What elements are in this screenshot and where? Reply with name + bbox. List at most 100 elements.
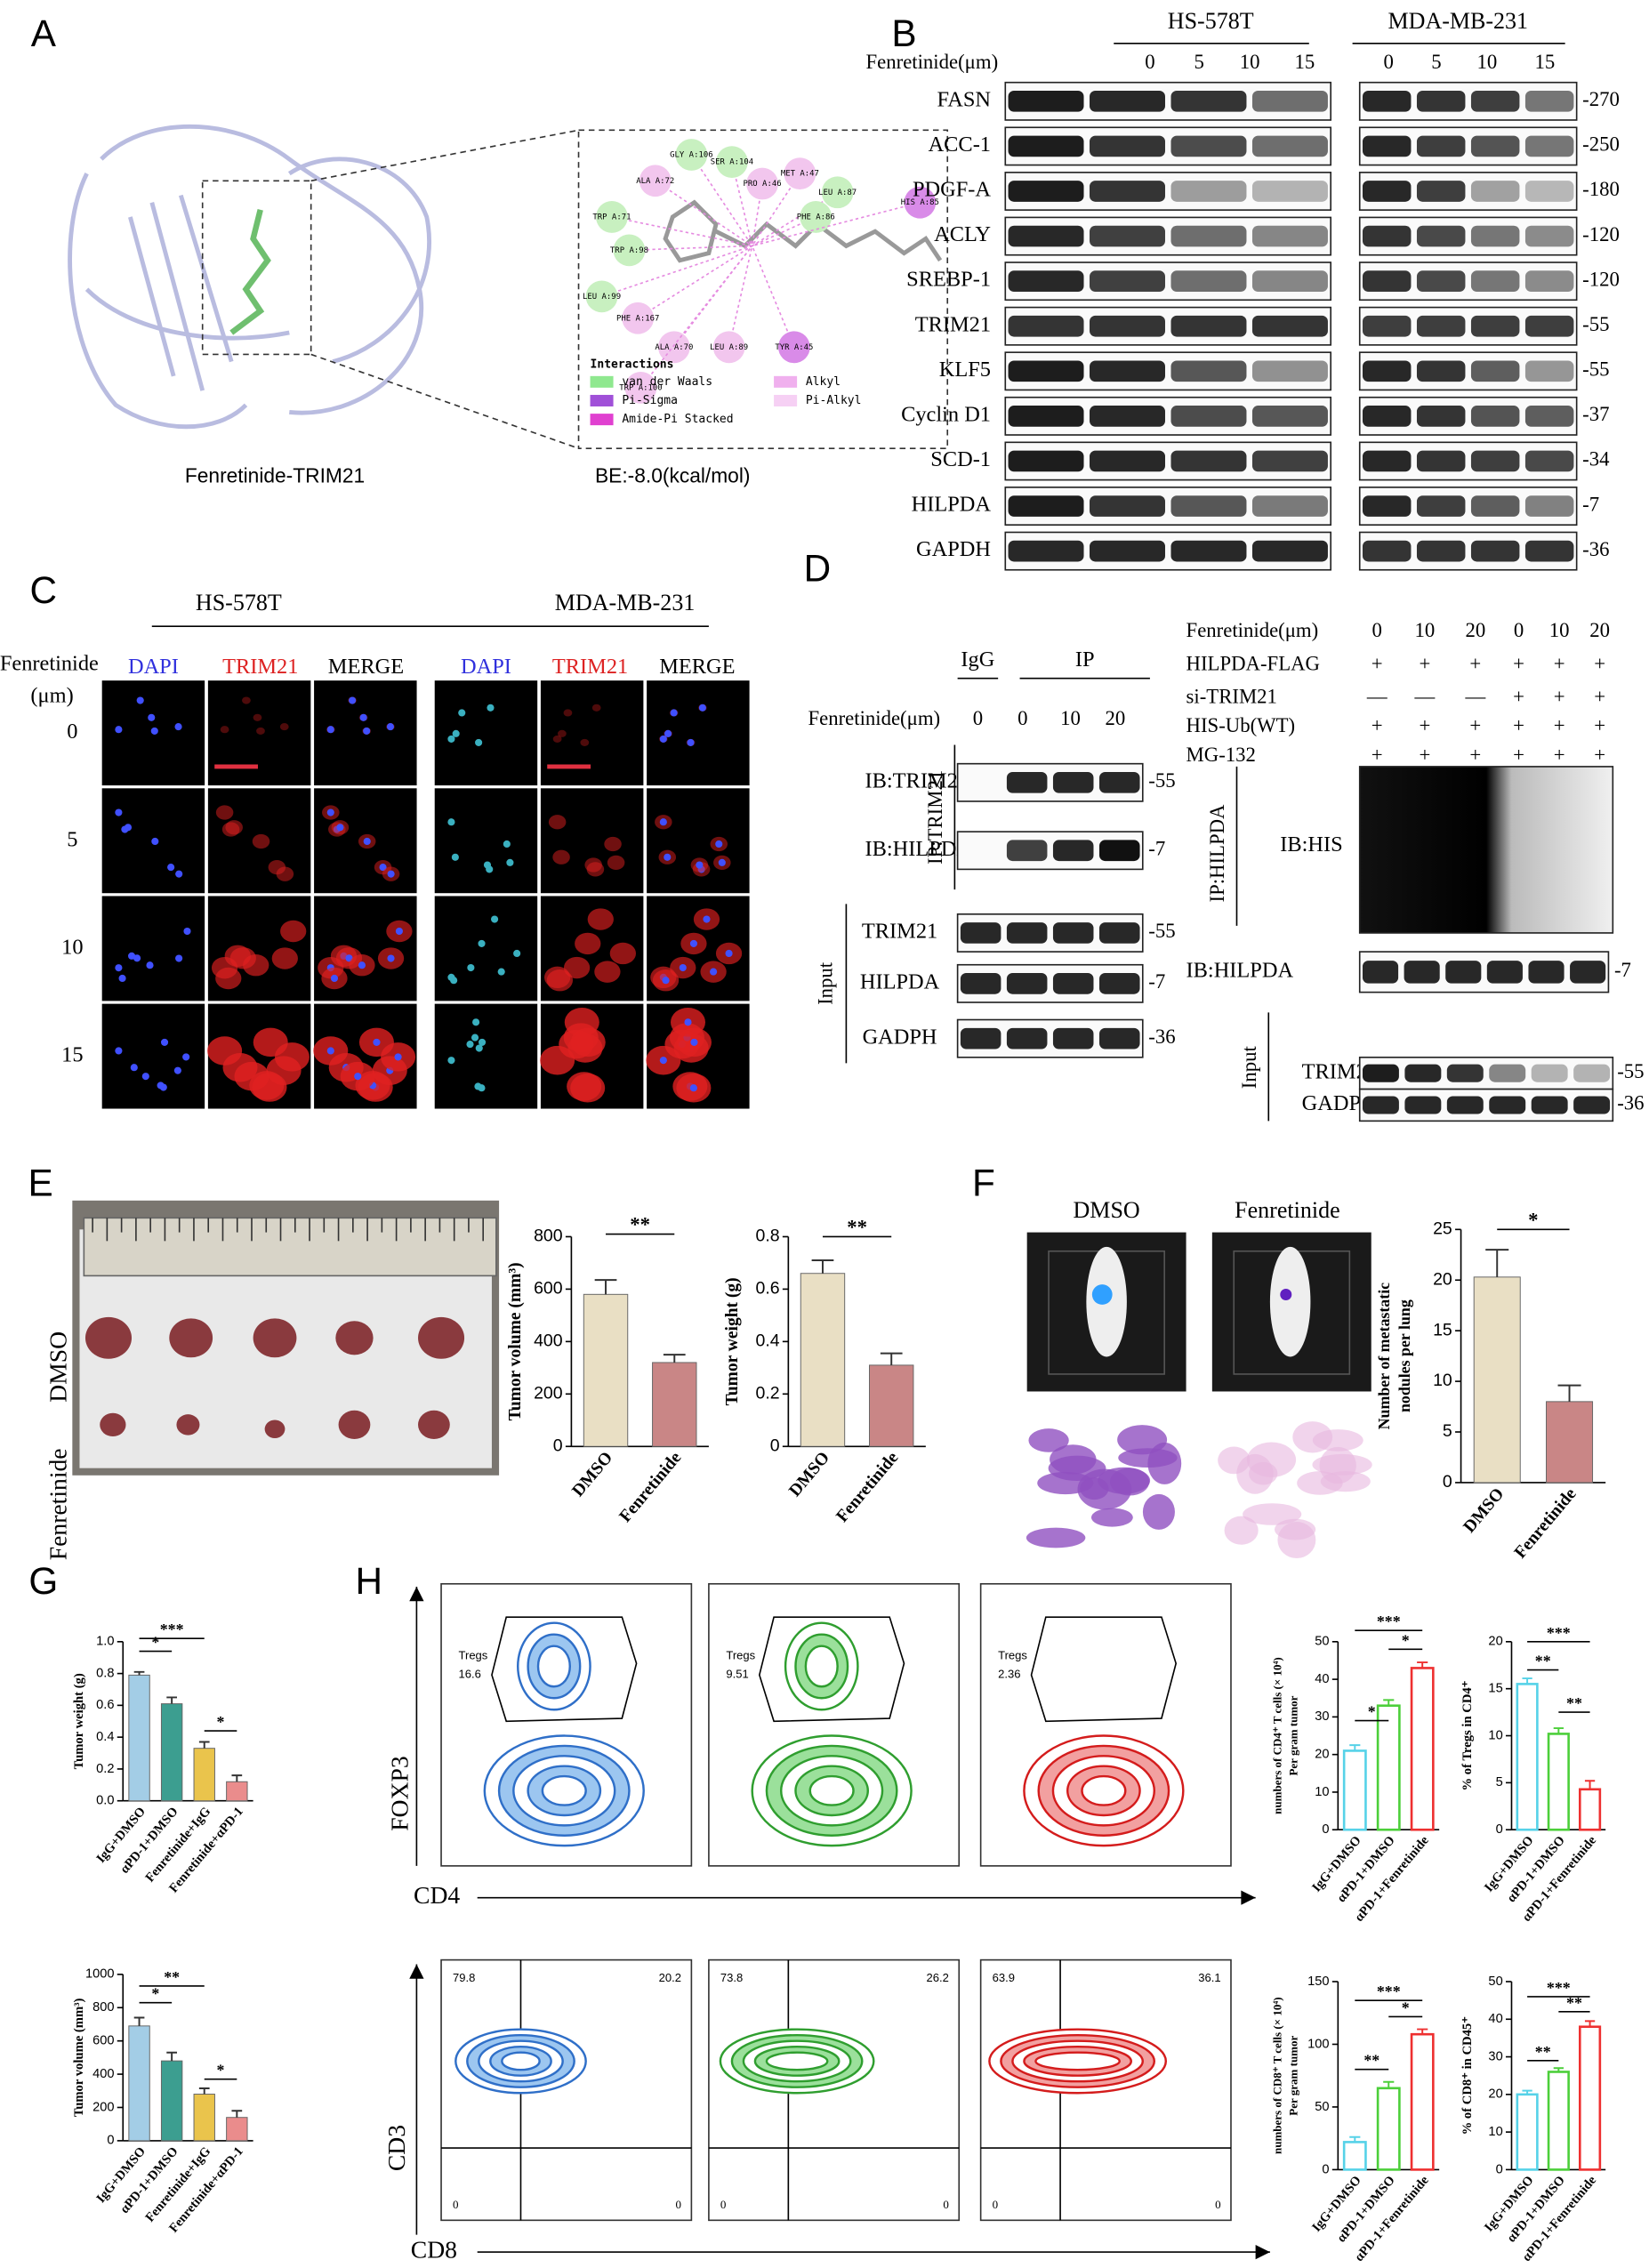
blot-label: IB:HIS	[1280, 832, 1342, 857]
nucleus	[698, 704, 706, 712]
nucleus	[478, 1038, 487, 1046]
nucleus	[478, 1084, 486, 1092]
y-tick-label: 40	[1488, 2012, 1502, 2026]
mw-label: -34	[1582, 448, 1610, 470]
nucleus	[160, 1038, 169, 1046]
nucleus	[354, 1073, 362, 1081]
cell-red	[220, 726, 229, 734]
stain-label: DAPI	[461, 655, 511, 679]
condition: Fenretinide(μm)	[1186, 619, 1319, 641]
gate	[491, 1616, 638, 1723]
stain-label: TRIM21	[222, 655, 298, 679]
significance: **	[1535, 1653, 1551, 1670]
interaction-line	[655, 180, 753, 247]
cell-red	[234, 1061, 269, 1091]
band	[1573, 1096, 1611, 1114]
residue	[800, 201, 833, 233]
band	[1090, 495, 1165, 517]
condition: si-TRIM21	[1186, 686, 1277, 708]
nucleus	[715, 840, 723, 848]
dose: 0	[1384, 51, 1394, 73]
y-tick-label: 10	[1488, 2125, 1502, 2139]
residue	[784, 157, 816, 190]
bar	[1578, 1788, 1602, 1831]
band	[1362, 225, 1412, 247]
error-bar	[1584, 2020, 1596, 2027]
condition-mark: +	[1419, 714, 1430, 736]
error-bar	[1553, 1727, 1564, 1734]
bar	[1376, 1704, 1401, 1831]
cell-red	[243, 954, 269, 977]
band	[1524, 91, 1574, 112]
bar	[1516, 2093, 1539, 2171]
band	[1090, 406, 1165, 427]
nucleus	[326, 1047, 334, 1055]
y-tick-label: 30	[1488, 2049, 1502, 2063]
nucleus	[690, 1038, 698, 1046]
residue	[746, 167, 778, 200]
nucleus	[148, 713, 156, 721]
cell-red	[271, 947, 298, 969]
band	[1251, 225, 1328, 247]
condition-mark: +	[1419, 652, 1430, 674]
contour	[804, 1645, 839, 1688]
nucleus	[497, 968, 505, 976]
y-tick-label: 1.0	[96, 1635, 114, 1649]
blot-label: IB:HILPDA	[865, 837, 973, 861]
histology	[1312, 1453, 1372, 1476]
error-bar	[198, 1741, 210, 1749]
y-tick-label: 10	[1433, 1371, 1452, 1390]
significance: ***	[1547, 1979, 1571, 1997]
nucleus	[450, 977, 458, 985]
nucleus	[475, 1044, 483, 1052]
gate-label: Tregs	[998, 1649, 1027, 1662]
bar	[1547, 1733, 1570, 1831]
y-axis-label: Per gram tumor	[1287, 2035, 1300, 2115]
micrograph	[645, 679, 752, 787]
condition-mark: —	[1464, 686, 1485, 708]
nucleus	[387, 954, 395, 962]
tumor	[253, 1318, 297, 1358]
blot-label: IB:HILPDA	[1186, 958, 1294, 982]
nucleus	[326, 726, 334, 734]
bar	[1516, 1683, 1539, 1831]
gate	[758, 1616, 905, 1723]
micrograph	[539, 786, 646, 895]
band	[1489, 1064, 1526, 1082]
band	[1090, 360, 1165, 382]
band	[1052, 973, 1094, 994]
nucleus	[491, 915, 499, 923]
y-axis-label: Tumor weight (g)	[72, 1673, 86, 1769]
condition-mark: +	[1513, 714, 1524, 736]
band	[1098, 840, 1140, 862]
band	[1416, 91, 1466, 112]
band	[1416, 225, 1466, 247]
bar	[226, 2117, 248, 2142]
band	[1470, 91, 1520, 112]
nucleus	[183, 927, 191, 936]
arrow-head	[1255, 2244, 1270, 2260]
dose: 10	[61, 935, 83, 959]
legend-entry: van der Waals	[622, 375, 712, 389]
y-axis-label: Tumor volume (mm³)	[72, 1998, 86, 2117]
significance: **	[1566, 1994, 1582, 2012]
signal	[1091, 1284, 1113, 1305]
band	[1362, 270, 1412, 292]
residue	[821, 176, 854, 209]
gate-value: 9.51	[726, 1668, 748, 1681]
legend-entry: Alkyl	[806, 375, 841, 389]
error-bar	[231, 1774, 243, 1782]
band	[1251, 135, 1328, 157]
mw-label: -7	[1148, 837, 1165, 859]
nucleus	[472, 1018, 480, 1026]
nucleus	[394, 1053, 402, 1061]
condition-mark: +	[1554, 686, 1565, 708]
residue-label: HIS A:85	[901, 198, 939, 207]
y-tick-label: 800	[534, 1226, 563, 1246]
legend-swatch	[590, 375, 614, 388]
y-tick-label: 40	[1315, 1672, 1329, 1686]
mw-label: -120	[1582, 223, 1620, 245]
band	[1404, 1064, 1442, 1082]
y-tick-label: 20	[1488, 1635, 1502, 1649]
contour	[1034, 2051, 1121, 2071]
